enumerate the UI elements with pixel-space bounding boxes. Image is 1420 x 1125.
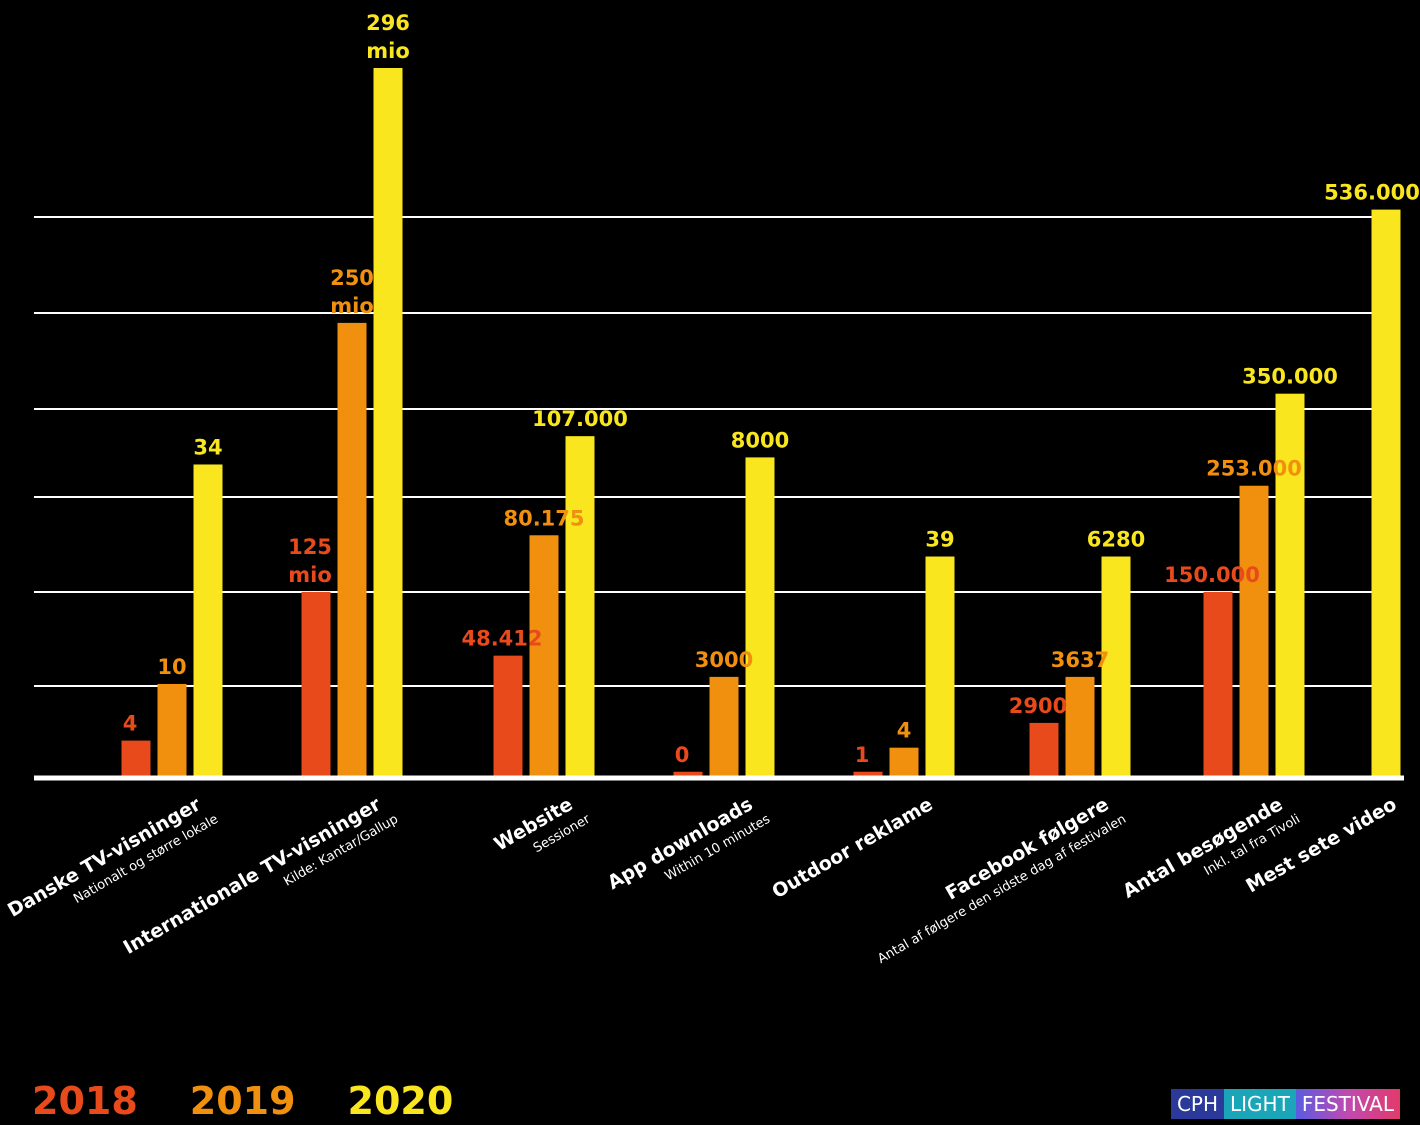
data-label-2020: 107.000 [532, 407, 628, 431]
data-label-2020: 34 [193, 435, 222, 459]
logo-part-festival: FESTIVAL [1295, 1089, 1400, 1119]
data-label-2019: 3000 [695, 648, 753, 672]
bar-2019 [889, 747, 919, 776]
bar-2019 [157, 683, 187, 776]
bar-2018 [853, 771, 883, 776]
bar-2020 [745, 457, 775, 776]
bar-2019 [529, 535, 559, 776]
data-label-2020: 8000 [731, 428, 789, 452]
data-label-2018: 150.000 [1164, 563, 1260, 587]
legend-item-2020: 2020 [347, 1079, 454, 1123]
data-label-2019: 253.000 [1206, 457, 1302, 481]
data-label-2020: 296 [366, 11, 410, 35]
data-label-2020: 536.000 [1324, 181, 1420, 205]
data-label-2019: 80.175 [503, 506, 584, 530]
bar-2019 [1065, 676, 1095, 776]
cph-light-festival-logo: CPH LIGHT FESTIVAL [1170, 1089, 1400, 1119]
bar-2018 [673, 771, 703, 776]
bar-2019 [709, 676, 739, 776]
data-label-2018: mio [288, 563, 332, 587]
data-labels: 41034125mio250mio296mio48.41280.175107.0… [123, 11, 1420, 767]
bar-2018 [121, 740, 151, 776]
bar-2020 [1275, 393, 1305, 776]
data-label-2018: 1 [855, 743, 870, 767]
bar-2018 [301, 591, 331, 776]
bar-2020 [373, 68, 403, 776]
data-label-2018: 4 [123, 712, 138, 736]
data-label-2019: 4 [897, 719, 912, 743]
bar-2019 [1239, 485, 1269, 776]
data-label-2020: 39 [925, 528, 954, 552]
data-label-2020: 6280 [1087, 528, 1145, 552]
bar-2020 [925, 556, 955, 776]
legend: 2018 2019 2020 [32, 1079, 453, 1123]
data-label-2020: 350.000 [1242, 365, 1338, 389]
legend-item-2018: 2018 [32, 1079, 138, 1123]
bar-2020 [1371, 209, 1401, 777]
data-label-2019: 10 [157, 655, 186, 679]
data-label-2019: 3637 [1051, 648, 1109, 672]
data-label-2019: 250 [330, 266, 374, 290]
data-label-2020: mio [366, 39, 410, 63]
bar-2020 [1101, 556, 1131, 776]
bar-2018 [1029, 722, 1059, 776]
category-sublabel: Antal af følgere den sidste dag af festi… [875, 812, 1129, 967]
gridlines [34, 216, 1400, 687]
bar-2018 [493, 655, 523, 776]
category-label: Outdoor reklame [768, 793, 936, 903]
logo-part-light: LIGHT [1224, 1089, 1296, 1119]
category-label-group: Outdoor reklame [768, 793, 936, 903]
data-label-2018: 0 [675, 743, 690, 767]
category-label: Danske TV-visninger [4, 793, 205, 922]
logo-part-cph: CPH [1170, 1089, 1225, 1119]
bar-2020 [193, 464, 223, 776]
bars [121, 68, 1401, 777]
data-label-2019: mio [330, 294, 374, 318]
legend-item-2019: 2019 [189, 1079, 296, 1123]
bar-2020 [565, 436, 595, 776]
data-label-2018: 2900 [1009, 694, 1067, 718]
bar-2019 [337, 322, 367, 776]
data-label-2018: 125 [288, 535, 332, 559]
bar-2018 [1203, 591, 1233, 776]
data-label-2018: 48.412 [461, 627, 542, 651]
